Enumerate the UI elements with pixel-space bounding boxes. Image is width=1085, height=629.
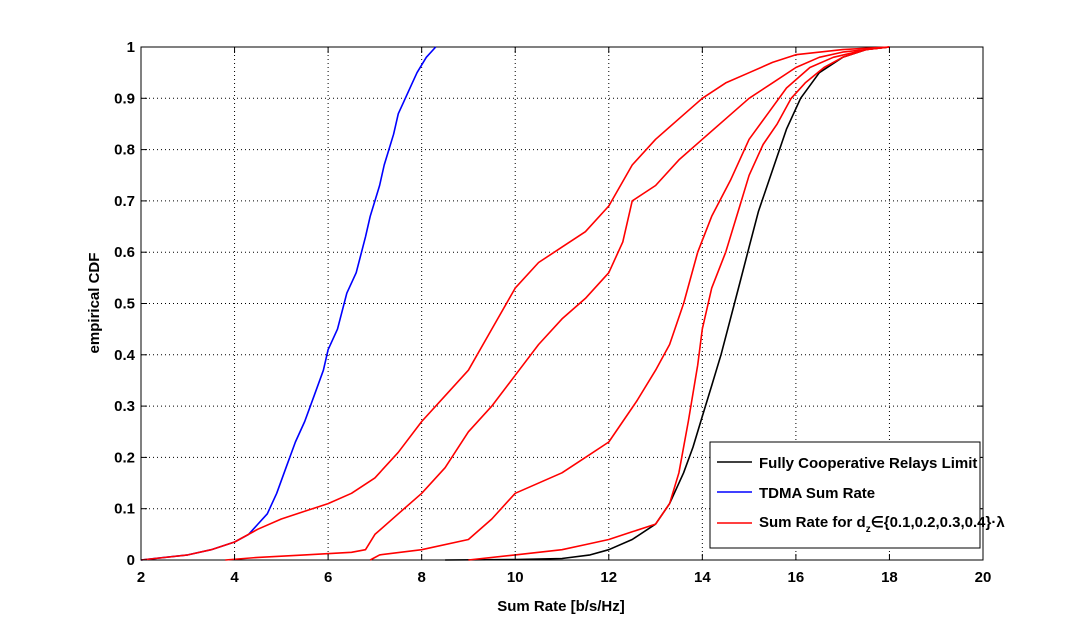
- series-line-3: [140, 46, 890, 561]
- x-tick-label: 4: [230, 569, 239, 586]
- grid: [141, 47, 983, 560]
- y-tick-label: 0.2: [114, 449, 135, 466]
- legend-label-tdma: TDMA Sum Rate: [759, 485, 875, 502]
- y-tick-label: 0.7: [114, 193, 135, 210]
- x-axis-label: Sum Rate [b/s/Hz]: [497, 598, 625, 615]
- x-tick-label: 16: [788, 569, 805, 586]
- y-tick-label: 0.9: [114, 90, 135, 107]
- x-tick-label: 8: [417, 569, 425, 586]
- x-tick-label: 2: [137, 569, 145, 586]
- legend-label-relays-sub: z: [866, 524, 871, 535]
- y-tick-label: 0.3: [114, 398, 135, 415]
- x-tick-label: 10: [507, 569, 524, 586]
- series-line-1: [445, 46, 890, 561]
- y-axis-label: empirical CDF: [86, 253, 103, 354]
- y-tick-label: 0.5: [114, 296, 135, 313]
- ticks-group: 2 4 6 8 10 12 14 16 18 20 0 0.1 0.2 0.3 0.4 0.5 0.6 0.7 0.…: [114, 39, 991, 586]
- y-tick-label: 0.1: [114, 501, 135, 518]
- series-line-5: [369, 46, 890, 561]
- series-line-6: [468, 46, 890, 561]
- legend-label-cooperative: Fully Cooperative Relays Limit: [759, 455, 977, 472]
- legend-label-relays: Sum Rate for dz∈{0.1,0.2,0.3,0.4}·λ: [759, 514, 1005, 535]
- x-tick-label: 14: [694, 569, 711, 586]
- y-tick-label: 0: [127, 552, 135, 569]
- x-tick-label: 6: [324, 569, 332, 586]
- x-tick-label: 12: [600, 569, 617, 586]
- x-tick-label: 18: [881, 569, 898, 586]
- legend-label-relays-rest: ∈{0.1,0.2,0.3,0.4}·λ: [871, 514, 1006, 531]
- y-tick-label: 0.8: [114, 142, 135, 159]
- legend-label-relays-main: Sum Rate for d: [759, 514, 866, 531]
- y-tick-label: 1: [127, 39, 135, 56]
- series-line-4: [225, 46, 890, 561]
- x-tick-label: 20: [975, 569, 992, 586]
- legend-box: [709, 441, 981, 549]
- legend: Fully Cooperative Relays Limit TDMA Sum …: [709, 441, 1005, 549]
- y-tick-label: 0.4: [114, 347, 136, 364]
- series-group: [140, 46, 890, 561]
- y-tick-label: 0.6: [114, 244, 135, 261]
